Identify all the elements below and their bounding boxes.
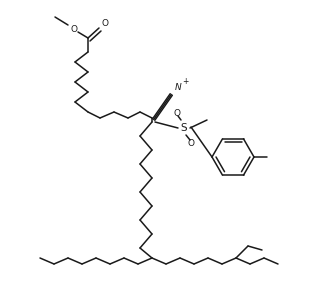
- Text: +: +: [182, 78, 188, 86]
- Text: N: N: [174, 82, 181, 92]
- Text: O: O: [188, 138, 194, 148]
- Text: O: O: [71, 25, 77, 35]
- Text: O: O: [174, 108, 180, 118]
- Text: O: O: [101, 19, 109, 27]
- Text: S: S: [181, 123, 187, 133]
